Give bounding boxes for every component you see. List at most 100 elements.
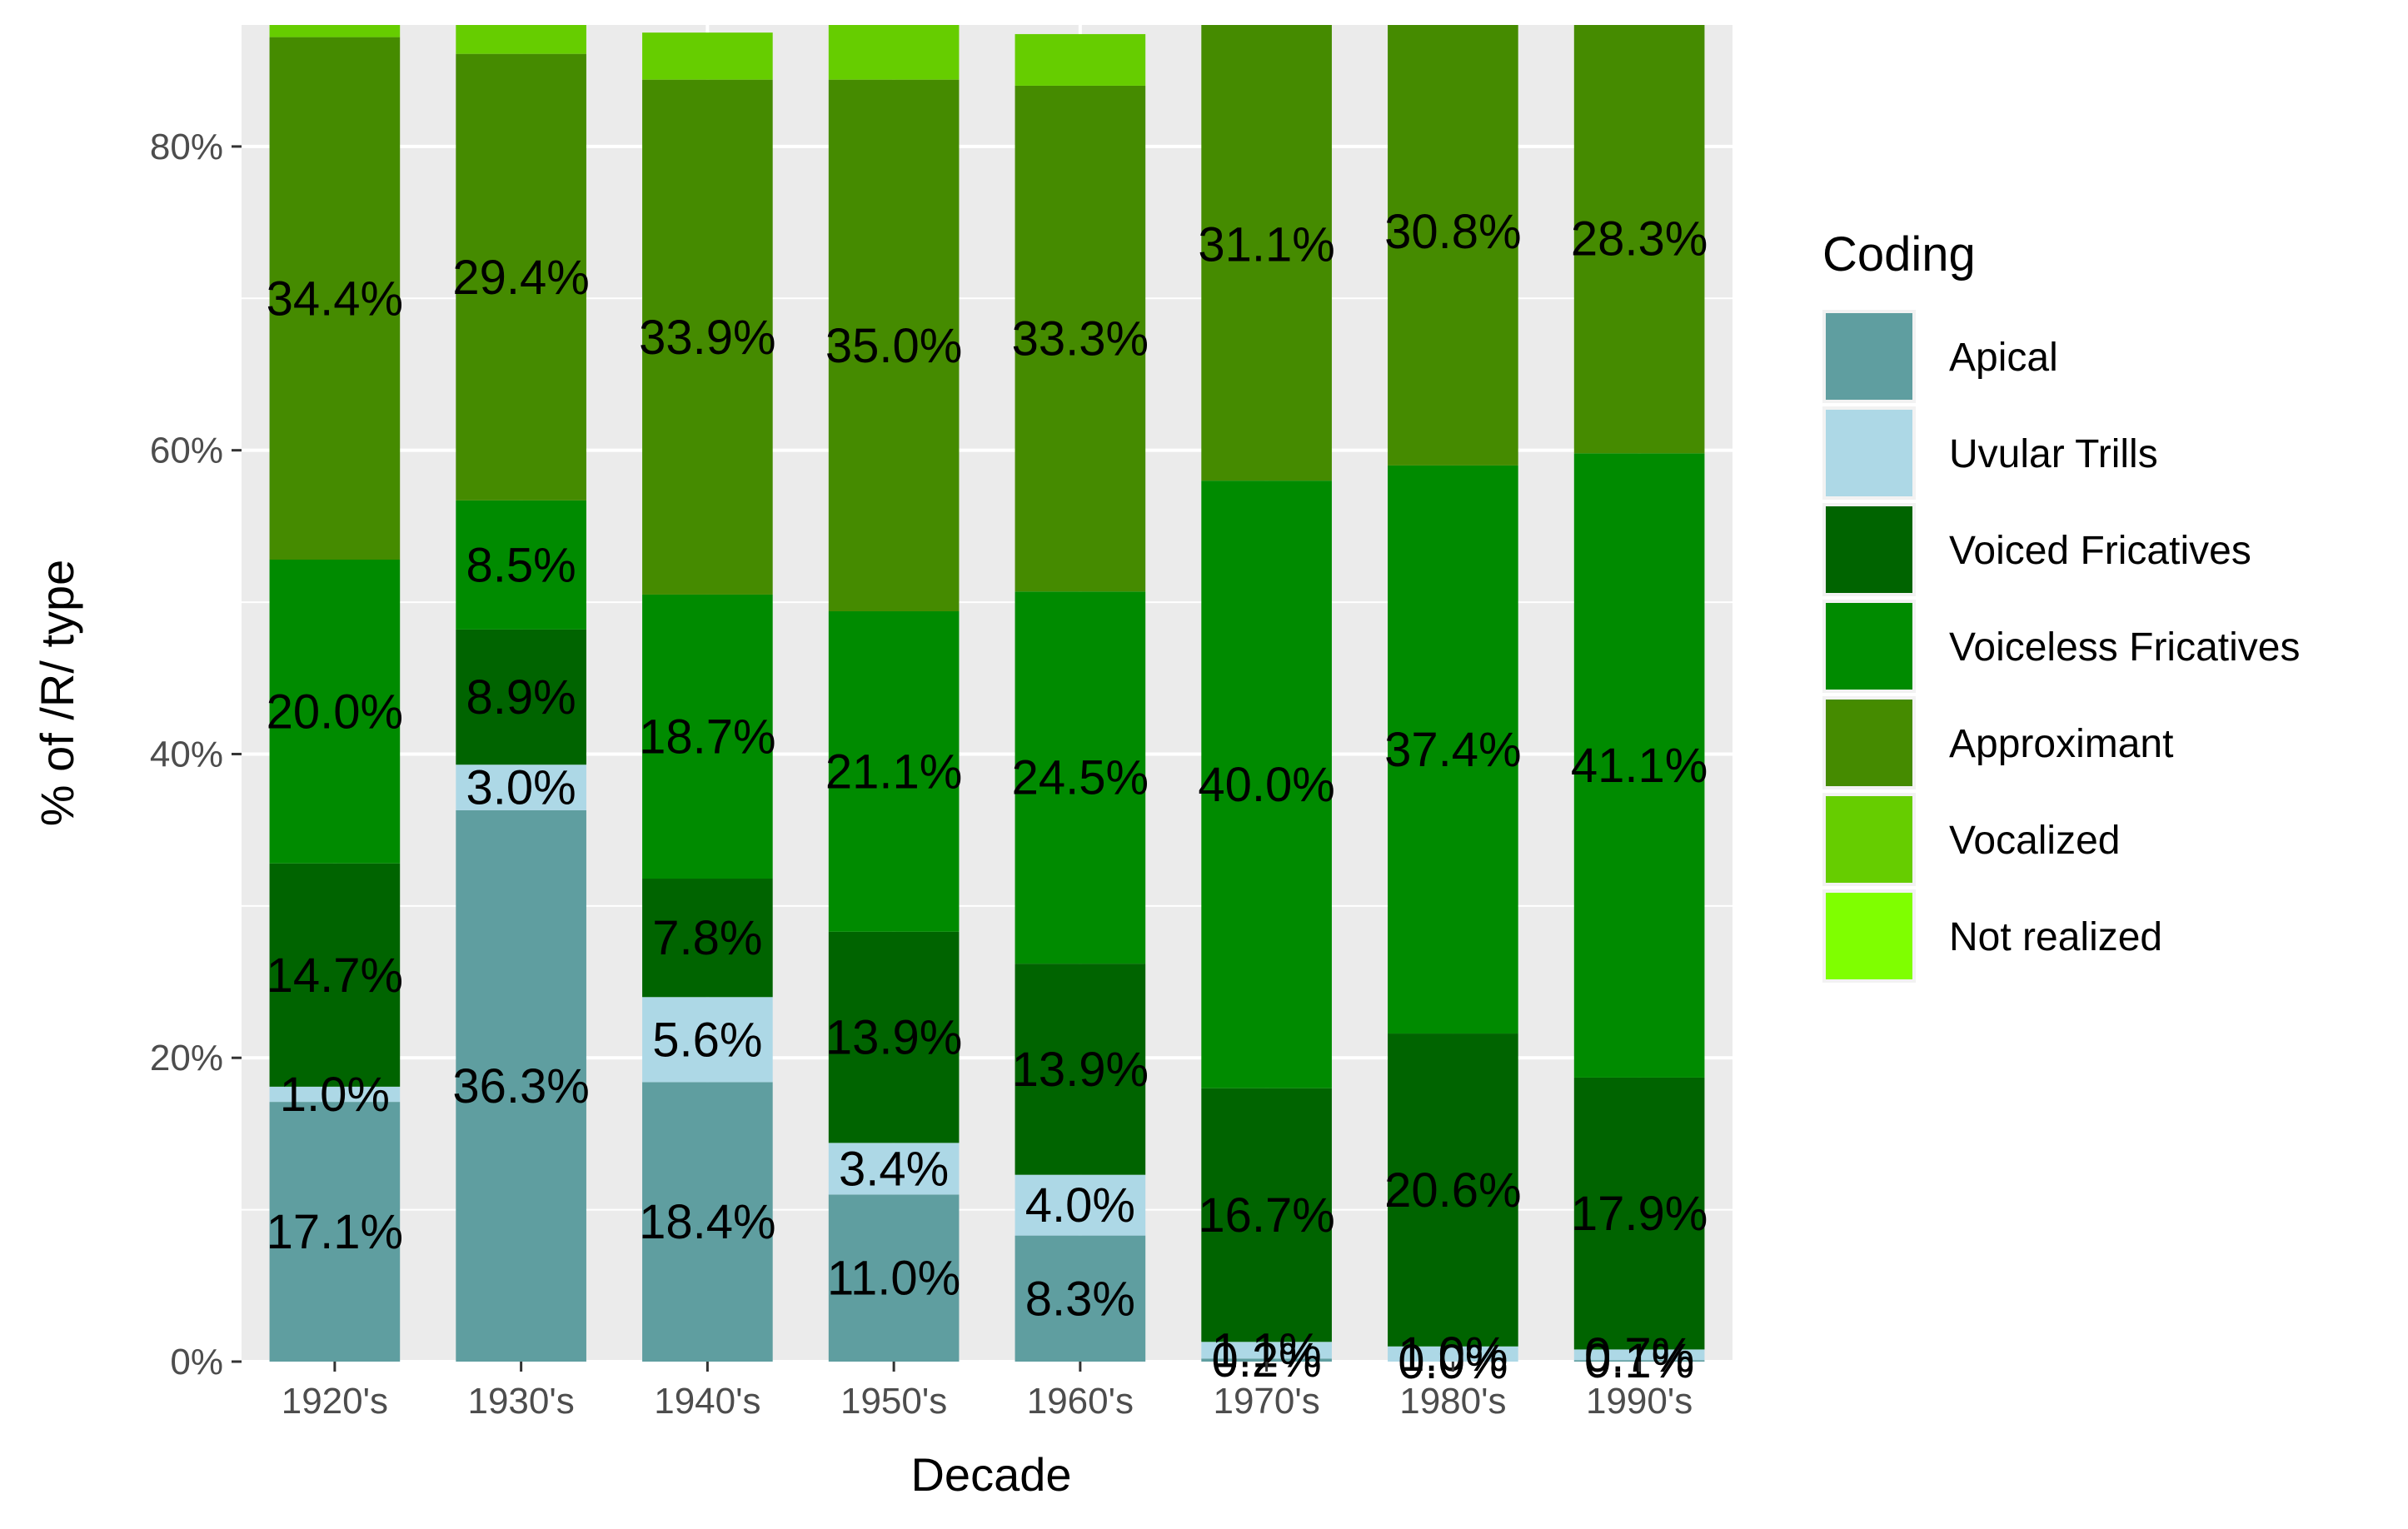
bar-segment [828,1143,960,1195]
legend-title: Coding [1822,227,1976,281]
x-tick-label: 1920's [282,1381,388,1422]
y-tick-label: 20% [150,1038,223,1078]
data-label: 21.1% [825,745,962,799]
data-label: 16.7% [1198,1188,1334,1243]
x-tick-label: 1970's [1213,1381,1319,1422]
data-label: 8.9% [466,670,576,725]
data-label: 0.2% [1212,1333,1322,1387]
data-label: 40.0% [1198,758,1334,812]
bar-segment [1015,1235,1146,1362]
y-tick-label: 80% [150,127,223,167]
y-tick-label: 40% [150,734,223,774]
bar-segment [642,879,773,998]
bar-segment [1573,1360,1705,1362]
bar-segment [642,1082,773,1362]
legend-swatch [1826,893,1912,979]
x-axis-title: Decade [910,1448,1071,1501]
bar-segment [269,1102,401,1362]
bar-segment [456,764,586,810]
bar-segment [1201,25,1332,481]
bar-segment [269,560,401,864]
bar-segment [456,629,586,765]
data-label: 3.4% [839,1142,949,1196]
data-labels: 17.1%36.3%18.4%11.0% 8.3%0.2% 0.0% 0.1%1.0%… [267,205,1708,1389]
bar-segment [642,594,773,879]
data-label: 0.7% [1584,1328,1694,1382]
bar-segment [828,611,960,932]
data-label: 11.0% [827,1252,960,1306]
bar-segment [1573,1349,1705,1361]
data-label: 37.4% [1384,723,1521,777]
bar-segment [1015,33,1146,86]
bar-segment [1201,481,1332,1088]
data-label: 1.0% [280,1068,390,1122]
bar-segment [1388,465,1518,1034]
bar-segment [828,25,960,80]
legend-label: Apical [1949,336,2058,380]
bar-segment [456,809,586,1362]
bar-segment [828,931,960,1143]
data-label: 8.5% [466,538,576,592]
bar-segment [1201,1358,1332,1362]
bar-segment [269,37,401,560]
bar-segment [1573,453,1705,1078]
bar-segment [269,1086,401,1103]
data-label: 4.0% [1025,1178,1135,1233]
x-tick-label: 1930's [467,1381,574,1422]
bar-segment [456,500,586,630]
data-label: 5.6% [652,1013,762,1067]
x-tick-label: 1990's [1586,1381,1693,1422]
bar-segment [1388,1033,1518,1347]
legend-swatch [1826,796,1912,883]
data-label: 7.8% [652,911,762,965]
bar-segment [642,32,773,80]
legend-label: Not realized [1949,915,2162,959]
legend-label: Vocalized [1949,819,2120,863]
bar-segment [1201,1088,1332,1342]
legend-label: Approximant [1949,722,2173,766]
data-label: 8.3% [1025,1272,1135,1326]
data-label: 17.1% [267,1205,403,1259]
data-label: 35.0% [825,319,962,373]
legend-swatch [1826,700,1912,786]
bar-segment [1015,85,1146,592]
data-label: 28.3% [1571,212,1708,266]
bar-segment [1015,591,1146,964]
data-label: 18.4% [639,1195,775,1249]
x-tick-label: 1960's [1027,1381,1134,1422]
data-label: 13.9% [825,1011,962,1065]
bar-segment [269,863,401,1087]
x-tick-label: 1940's [654,1381,760,1422]
legend-swatch [1826,410,1912,496]
bar-segment [1388,1346,1518,1362]
data-label: 14.7% [267,949,403,1003]
bar-segment [1015,964,1146,1175]
legend-swatch [1826,603,1912,690]
data-label: 17.9% [1571,1187,1708,1241]
legend-label: Voiced Fricatives [1949,529,2251,573]
bar-segment [828,1194,960,1362]
bar-segment [1573,1077,1705,1350]
data-label: 3.0% [466,761,576,815]
data-label: 29.4% [452,251,589,305]
axes: 0% 20% 40% 60% 80% 1920's 1930's 1940's 1950's 19… [150,127,1693,1422]
bar-segment [1573,25,1705,454]
data-label: 18.7% [639,710,775,764]
x-tick-label: 1950's [840,1381,947,1422]
data-label: 20.6% [1384,1163,1521,1218]
y-tick-label: 60% [150,431,223,471]
legend-swatch [1826,506,1912,593]
data-label: 31.1% [1198,218,1334,272]
data-label: 13.9% [1012,1043,1149,1097]
bar-segment [1015,1174,1146,1236]
data-label: 33.3% [1012,312,1149,366]
data-label: 41.1% [1571,739,1708,793]
data-label: 1.0% [1398,1327,1508,1382]
y-tick-label: 0% [170,1342,223,1382]
data-label: 34.4% [267,271,403,326]
data-label: 36.3% [452,1059,589,1113]
legend-swatch [1826,313,1912,400]
legend: Coding Apical Uvular Trills Voiced Fricati… [1822,227,2300,983]
legend-label: Uvular Trills [1949,432,2158,476]
